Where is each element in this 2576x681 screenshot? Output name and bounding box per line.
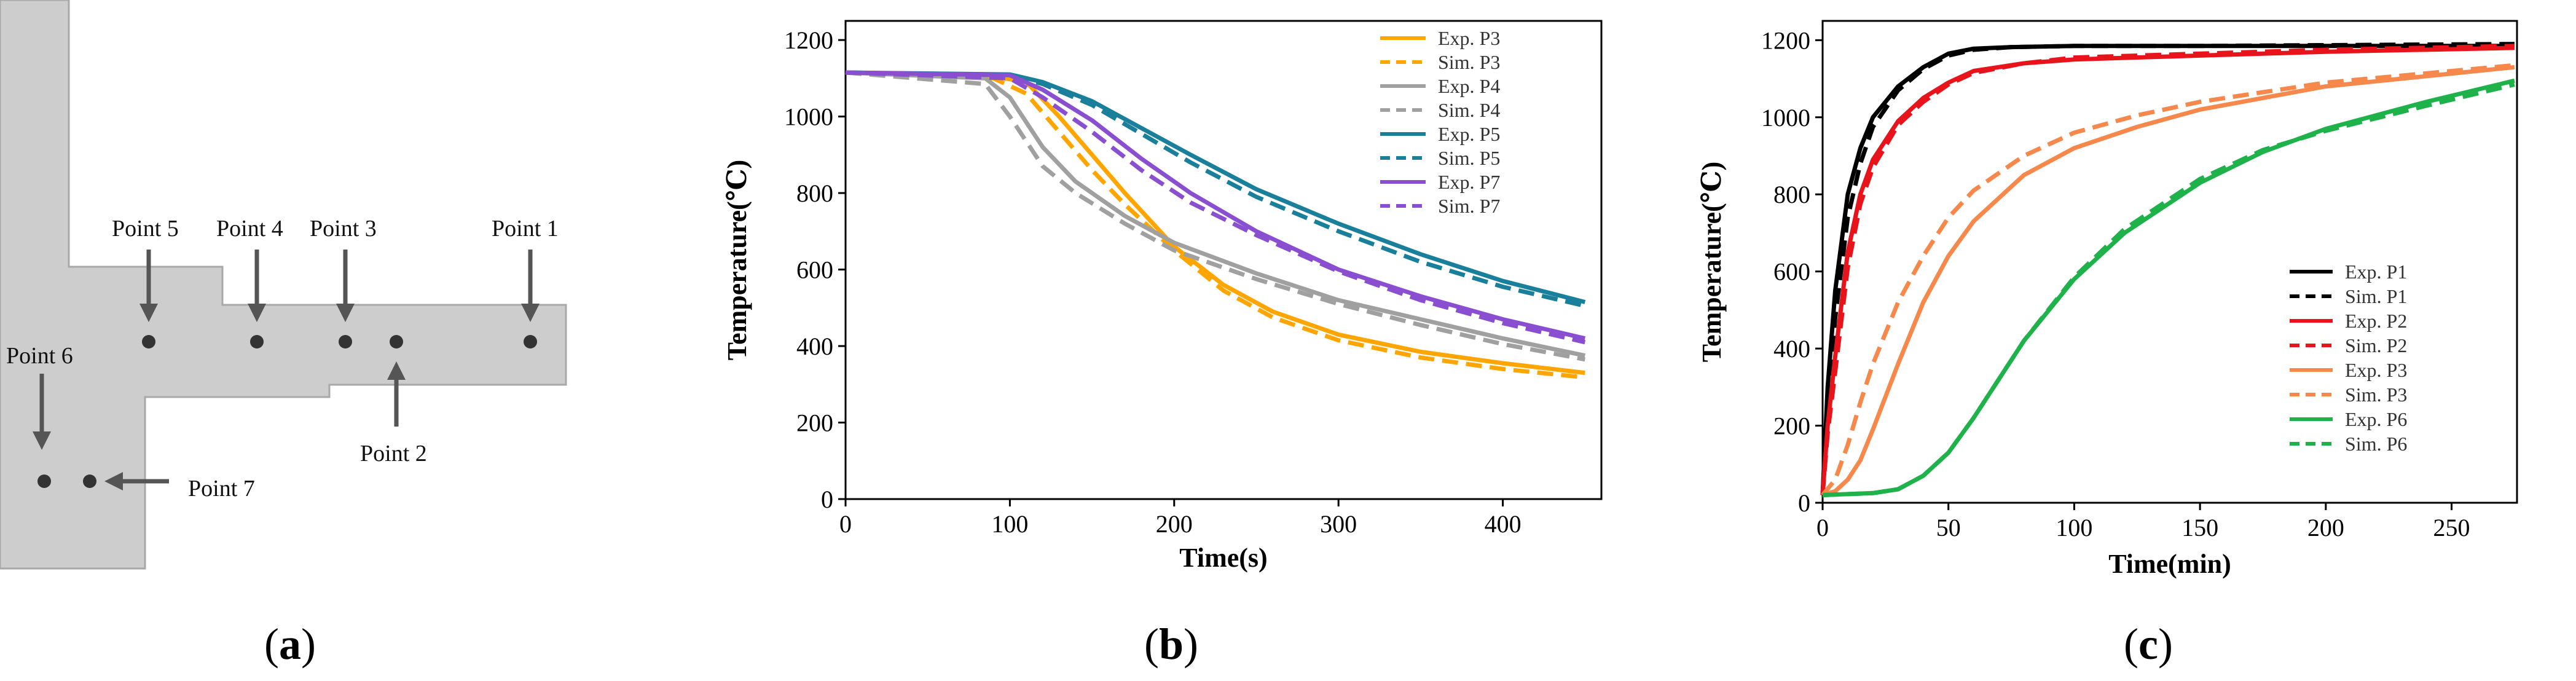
chart-c-ytick-label-4: 800	[1773, 181, 1810, 208]
chart-c-frame	[1821, 20, 2518, 504]
chart-c-series-line-2	[1820, 45, 2515, 495]
chart-b-ytick-label-6: 1200	[784, 26, 833, 54]
chart-c-xlabel: Time(min)	[2108, 549, 2231, 579]
chart-c-legend-label-3: Sim. P2	[2345, 334, 2407, 356]
part-geometry-shape	[0, 0, 567, 570]
chart-c-xtick-label-4: 200	[2307, 514, 2344, 541]
chart-c-xtick-label-0: 0	[1816, 514, 1829, 541]
panel-label-c: (c)	[2124, 620, 2173, 669]
chart-c-ytick-label-3: 600	[1773, 258, 1810, 286]
point-4-label: Point 4	[216, 216, 283, 242]
chart-b-xtick-label-1: 100	[991, 510, 1028, 538]
chart-b-legend-label-2: Exp. P4	[1438, 75, 1500, 97]
chart-c-ylabel: Temperature(℃)	[1697, 162, 1727, 362]
panel-label-a: (a)	[264, 620, 316, 669]
chart-b-ytick-label-1: 200	[796, 409, 833, 437]
chart-c-series-line-0	[1820, 44, 2515, 495]
point-6-dot	[37, 474, 51, 488]
chart-c-legend-label-5: Sim. P3	[2345, 384, 2407, 406]
chart-c-legend-label-1: Sim. P1	[2345, 285, 2407, 307]
chart-b-series-line-7	[845, 70, 1586, 345]
point-4-dot	[250, 335, 264, 348]
point-1-dot	[524, 335, 537, 348]
chart-c-ytick-label-6: 1200	[1761, 26, 1810, 54]
chart-b-series-group	[845, 70, 1586, 380]
panel-label-b-letter: b	[1159, 620, 1184, 669]
chart-b-ytick-label-3: 600	[796, 256, 833, 284]
point-3-label: Point 3	[310, 216, 377, 242]
panel-label-a-letter: a	[279, 620, 301, 669]
chart-b: 0 100 200 300 400 0 200 400 600 800 1000 1200 Exp. …	[722, 20, 1603, 573]
chart-c-legend-label-4: Exp. P3	[2345, 359, 2407, 381]
panel-a-diagram: Point 5 Point 4 Point 3 Point 1 Point 2 …	[0, 0, 567, 570]
point-1-label: Point 1	[492, 216, 559, 242]
chart-b-ylabel: Temperature(℃)	[722, 160, 752, 360]
chart-b-series-line-2	[845, 70, 1586, 358]
chart-b-series-line-3	[845, 70, 1585, 362]
chart-c-series-line-3	[1820, 44, 2515, 495]
chart-b-legend-label-6: Exp. P7	[1438, 171, 1500, 193]
chart-c-xtick-label-3: 150	[2181, 514, 2218, 541]
point-7-dot	[83, 474, 96, 488]
point-6-label: Point 6	[6, 343, 73, 369]
chart-c-series-group	[1820, 42, 2515, 497]
chart-b-legend-label-3: Sim. P4	[1438, 99, 1500, 121]
chart-c-series-line-5	[1821, 63, 2515, 497]
chart-b-legend-label-5: Sim. P5	[1438, 147, 1500, 169]
chart-b-xlabel: Time(s)	[1179, 543, 1267, 573]
chart-b-xtick-label-2: 200	[1156, 510, 1193, 538]
chart-c-tick-group: 0 50 100 150 200 250 0 200 400 600 800 1000 1200	[1761, 26, 2470, 541]
chart-b-ytick-label-0: 0	[821, 486, 833, 513]
chart-c-ytick-label-2: 400	[1773, 335, 1810, 363]
chart-b-ytick-label-4: 800	[796, 179, 833, 207]
chart-b-legend-label-0: Exp. P3	[1438, 27, 1500, 49]
chart-c-legend-label-6: Exp. P6	[2345, 408, 2407, 430]
point-5-dot	[142, 335, 155, 348]
chart-b-xtick-label-0: 0	[839, 510, 852, 538]
chart-c-ytick-label-0: 0	[1798, 489, 1810, 517]
chart-b-series-line-4	[845, 70, 1586, 304]
chart-c-legend-label-7: Sim. P6	[2345, 433, 2407, 455]
chart-b-xtick-label-4: 400	[1485, 510, 1522, 538]
chart-b-ytick-label-2: 400	[796, 333, 833, 360]
chart-c-legend-label-2: Exp. P2	[2345, 310, 2407, 332]
chart-c-series-line-6	[1822, 78, 2515, 497]
chart-b-series-line-6	[845, 70, 1586, 341]
panel-label-b: (b)	[1144, 620, 1198, 669]
chart-c-xtick-label-5: 250	[2433, 514, 2470, 541]
chart-c-series-line-7	[1822, 82, 2515, 497]
chart-c-ytick-label-1: 200	[1773, 412, 1810, 440]
chart-b-xtick-label-3: 300	[1320, 510, 1357, 538]
panel-label-c-letter: c	[2138, 620, 2158, 669]
point-7-label: Point 7	[188, 476, 255, 502]
chart-c-ytick-label-5: 1000	[1761, 104, 1810, 132]
chart-c-series-line-1	[1820, 42, 2515, 495]
chart-c-legend-label-0: Exp. P1	[2345, 261, 2407, 283]
chart-b-legend-label-1: Sim. P3	[1438, 51, 1500, 73]
chart-b-ytick-label-5: 1000	[784, 103, 833, 131]
point-3-dot	[339, 335, 352, 348]
chart-c: 0 50 100 150 200 250 0 200 400 600 800 1000 1200 Exp…	[1697, 20, 2518, 579]
point-2-label: Point 2	[360, 441, 427, 466]
annotation-arrows	[33, 250, 540, 490]
point-2-dot	[390, 335, 403, 348]
chart-b-frame	[844, 20, 1603, 500]
chart-b-series-line-1	[845, 70, 1585, 380]
chart-c-xtick-label-1: 50	[1936, 514, 1961, 541]
chart-b-series-line-5	[845, 70, 1586, 309]
chart-b-legend-label-4: Exp. P5	[1438, 123, 1500, 145]
point-5-label: Point 5	[112, 216, 179, 242]
chart-c-xtick-label-2: 100	[2056, 514, 2092, 541]
chart-b-tick-group: 0 100 200 300 400 0 200 400 600 800 1000 1200	[784, 26, 1522, 538]
chart-c-series-line-4	[1821, 65, 2515, 497]
chart-b-legend-label-7: Sim. P7	[1438, 195, 1500, 217]
